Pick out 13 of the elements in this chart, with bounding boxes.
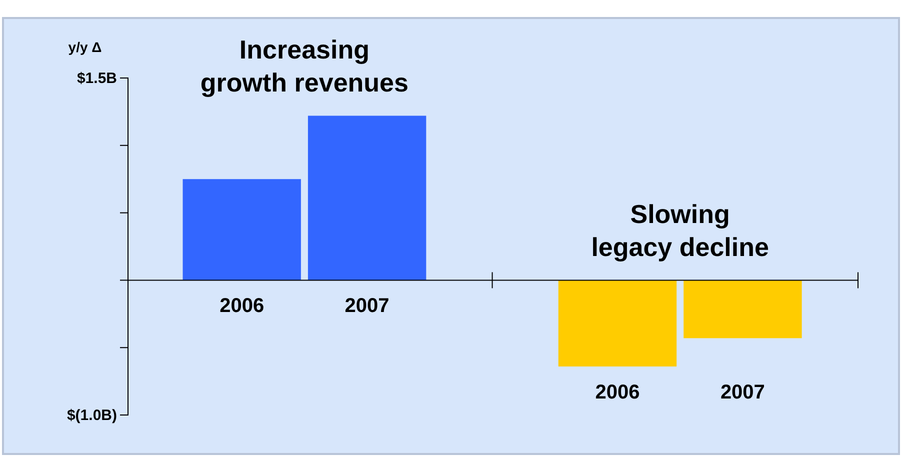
x-tick-label: 2006 (595, 381, 640, 404)
annotation: Slowing legacy decline (591, 199, 769, 262)
x-tick-label: 2007 (720, 381, 765, 404)
y-tick-label: $1.5B (76, 70, 118, 87)
x-tick-label: 2007 (344, 295, 390, 318)
y-axis-title: y/y Δ (68, 39, 102, 55)
annotation: Increasing growth revenues (200, 34, 408, 98)
bar (182, 179, 301, 280)
bar (308, 116, 426, 280)
y-tick-label: $(1.0B) (66, 406, 117, 424)
bar (684, 280, 802, 338)
x-tick-label: 2006 (220, 295, 264, 318)
bar (558, 280, 677, 366)
